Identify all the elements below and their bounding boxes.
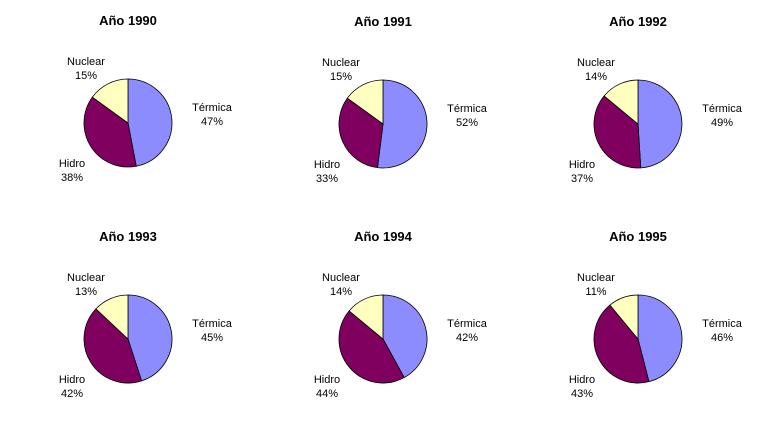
slice-percent: 42% (456, 332, 478, 344)
pie-slice (338, 97, 384, 169)
slice-label: Hidro (314, 374, 340, 386)
pie-slice (377, 79, 428, 169)
slice-label: Nuclear (67, 272, 105, 284)
slice-percent: 11% (585, 286, 606, 298)
slice-percent: 44% (316, 388, 338, 400)
slice-percent: 37% (571, 173, 593, 185)
chart-title: Año 1995 (609, 229, 667, 244)
pie-chart: Año 1991 Térmica 52% Hidro 33% Nuclear 15% (314, 14, 488, 185)
pie-chart: Año 1992 Térmica 49% Hidro 37% Nuclear 14% (569, 14, 743, 185)
slice-percent: 13% (75, 286, 97, 298)
chart-title: Año 1990 (99, 13, 157, 28)
chart-title: Año 1992 (609, 14, 667, 29)
chart-title: Año 1991 (354, 14, 412, 29)
slice-label: Hidro (569, 159, 595, 171)
slice-label: Térmica (447, 103, 488, 115)
pie-slice (637, 294, 683, 383)
pie-slice (95, 294, 129, 340)
slice-percent: 15% (75, 70, 97, 82)
slice-label: Térmica (192, 318, 233, 330)
slice-label: Nuclear (322, 272, 360, 284)
slice-percent: 43% (571, 388, 593, 400)
slice-percent: 52% (456, 117, 478, 129)
slice-percent: 47% (201, 116, 223, 128)
pie-chart: Año 1990 Térmica 47% Hidro 38% Nuclear 15% (59, 13, 233, 184)
slice-percent: 15% (330, 71, 352, 83)
pie-chart: Año 1993 Térmica 45% Hidro 42% Nuclear 13% (59, 229, 233, 400)
pie-slice (637, 79, 683, 169)
pie-slice (127, 294, 173, 382)
pie-slice (91, 78, 129, 124)
slice-percent: 38% (61, 172, 83, 184)
slice-label: Térmica (192, 102, 233, 114)
pie-chart: Año 1995 Térmica 46% Hidro 43% Nuclear 11% (569, 229, 743, 400)
slice-percent: 45% (201, 332, 223, 344)
slice-percent: 14% (585, 71, 607, 83)
slice-label: Térmica (702, 318, 743, 330)
pie-slice (593, 304, 650, 384)
slice-percent: 42% (61, 388, 83, 400)
slice-label: Térmica (702, 103, 743, 115)
pie-slice (382, 294, 428, 379)
slice-label: Hidro (314, 159, 340, 171)
pie-slice (593, 95, 642, 169)
slice-label: Nuclear (577, 57, 615, 69)
pie-slice (346, 79, 384, 125)
pie-slice (83, 308, 143, 384)
slice-label: Nuclear (577, 272, 615, 284)
slice-label: Nuclear (322, 57, 360, 69)
pie-slice (603, 79, 639, 125)
pie-slice (127, 78, 173, 167)
chart-title: Año 1993 (99, 229, 157, 244)
pie-slice (348, 294, 384, 340)
slice-percent: 14% (330, 286, 352, 298)
slice-percent: 49% (711, 117, 733, 129)
pie-slice (338, 310, 405, 384)
pie-chart: Año 1994 Térmica 42% Hidro 44% Nuclear 14% (314, 229, 488, 400)
slice-label: Nuclear (67, 56, 105, 68)
chart-title: Año 1994 (354, 229, 413, 244)
slice-label: Térmica (447, 318, 488, 330)
slice-label: Hidro (59, 374, 85, 386)
slice-label: Hidro (569, 374, 595, 386)
slice-label: Hidro (59, 158, 85, 170)
slice-percent: 46% (711, 332, 733, 344)
pie-slice (609, 294, 639, 341)
pie-slice (83, 96, 137, 168)
slice-percent: 33% (316, 173, 338, 185)
